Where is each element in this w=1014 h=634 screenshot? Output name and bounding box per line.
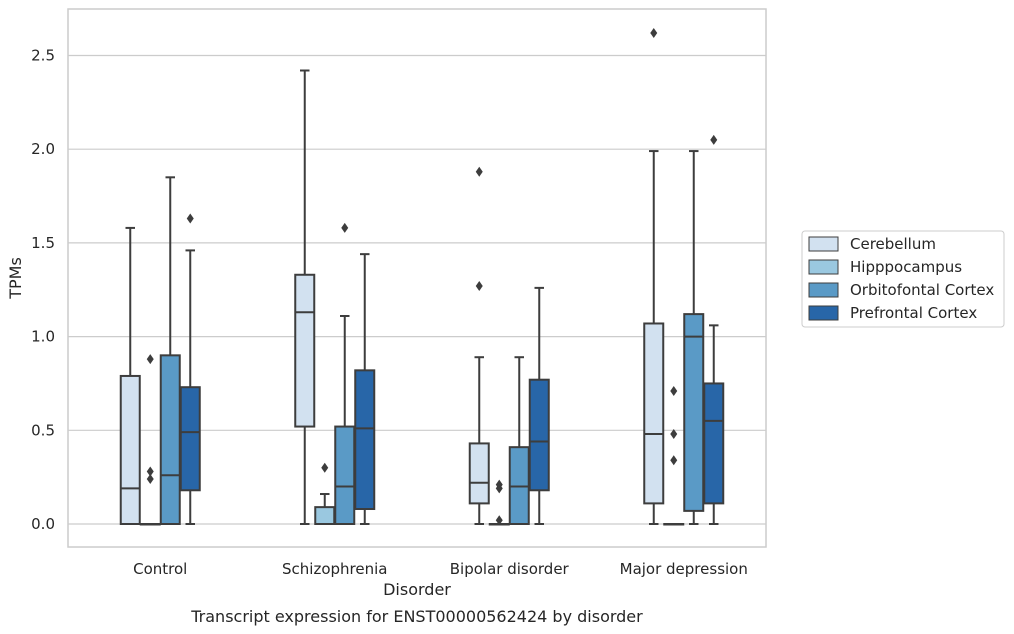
legend-swatch <box>808 236 839 252</box>
box-iqr <box>119 374 141 526</box>
box-1-0 <box>139 354 161 526</box>
box-3-2 <box>528 286 550 525</box>
legend-swatch <box>808 282 839 298</box>
outlier-point <box>475 166 483 177</box>
box-2-3 <box>683 150 705 525</box>
box-1-1 <box>314 462 336 526</box>
legend-swatch <box>808 259 839 275</box>
box-0-0 <box>119 226 141 526</box>
x-tick-label: Major depression <box>620 560 748 578</box>
box-series <box>119 28 725 526</box>
outlier-point <box>186 213 194 224</box>
box-iqr <box>159 354 181 525</box>
y-tick-label: 2.5 <box>31 47 55 65</box>
box-iqr <box>334 425 356 525</box>
box-2-0 <box>159 176 181 525</box>
legend-label: Cerebellum <box>850 235 936 253</box>
y-tick-label: 0.0 <box>31 515 55 533</box>
box-iqr <box>354 369 376 511</box>
box-0-3 <box>643 28 665 525</box>
outlier-point <box>146 354 154 365</box>
y-tick-label: 0.5 <box>31 421 55 439</box>
legend-swatch <box>808 305 839 321</box>
outlier-point <box>321 462 329 473</box>
x-axis-title: Disorder <box>383 580 451 599</box>
outlier-point <box>495 515 503 526</box>
box-iqr <box>294 273 316 428</box>
x-tick-label: Control <box>133 560 187 578</box>
y-axis-ticks: 0.0 0.5 1.0 1.5 2.0 2.5 <box>31 47 55 534</box>
box-iqr <box>683 313 705 512</box>
legend-label: Hipppocampus <box>850 258 962 276</box>
outlier-point <box>475 281 483 292</box>
outlier-point <box>146 474 154 485</box>
y-tick-label: 1.5 <box>31 234 55 252</box>
outlier-point <box>670 385 678 396</box>
legend-label: Prefrontal Cortex <box>850 304 977 322</box>
outlier-point <box>341 222 349 233</box>
box-iqr <box>314 506 336 526</box>
box-2-2 <box>508 356 530 525</box>
box-iqr <box>179 386 201 492</box>
box-1-3 <box>663 385 685 526</box>
box-iqr <box>703 382 725 505</box>
outlier-point <box>670 429 678 440</box>
x-tick-label: Schizophrenia <box>282 560 387 578</box>
legend: Cerebellum Hipppocampus Orbitofontal Corte… <box>801 230 1005 328</box>
box-iqr <box>643 322 665 505</box>
box-2-1 <box>334 222 356 525</box>
legend-label: Orbitofontal Cortex <box>850 281 994 299</box>
outlier-point <box>146 466 154 477</box>
outlier-point <box>670 455 678 466</box>
legend-frame <box>801 230 1005 328</box>
y-tick-label: 2.0 <box>31 140 55 158</box>
outlier-point <box>650 28 658 39</box>
box-3-1 <box>354 253 376 525</box>
box-3-0 <box>179 213 201 525</box>
box-1-2 <box>488 479 510 526</box>
y-tick-label: 1.0 <box>31 328 55 346</box>
box-0-1 <box>294 69 316 525</box>
outlier-point <box>710 134 718 145</box>
box-iqr <box>468 442 490 505</box>
x-tick-label: Bipolar disorder <box>450 560 570 578</box>
box-iqr <box>528 378 550 492</box>
box-0-2 <box>468 166 490 525</box>
plot-area-frame <box>67 8 767 548</box>
chart-caption: Transcript expression for ENST0000056242… <box>190 607 643 626</box>
x-axis-ticks: Control Schizophrenia Bipolar disorder Majo… <box>133 560 748 578</box>
box-3-3 <box>703 134 725 525</box>
y-axis-title: TPMs <box>6 257 25 300</box>
outlier-point <box>495 479 503 490</box>
